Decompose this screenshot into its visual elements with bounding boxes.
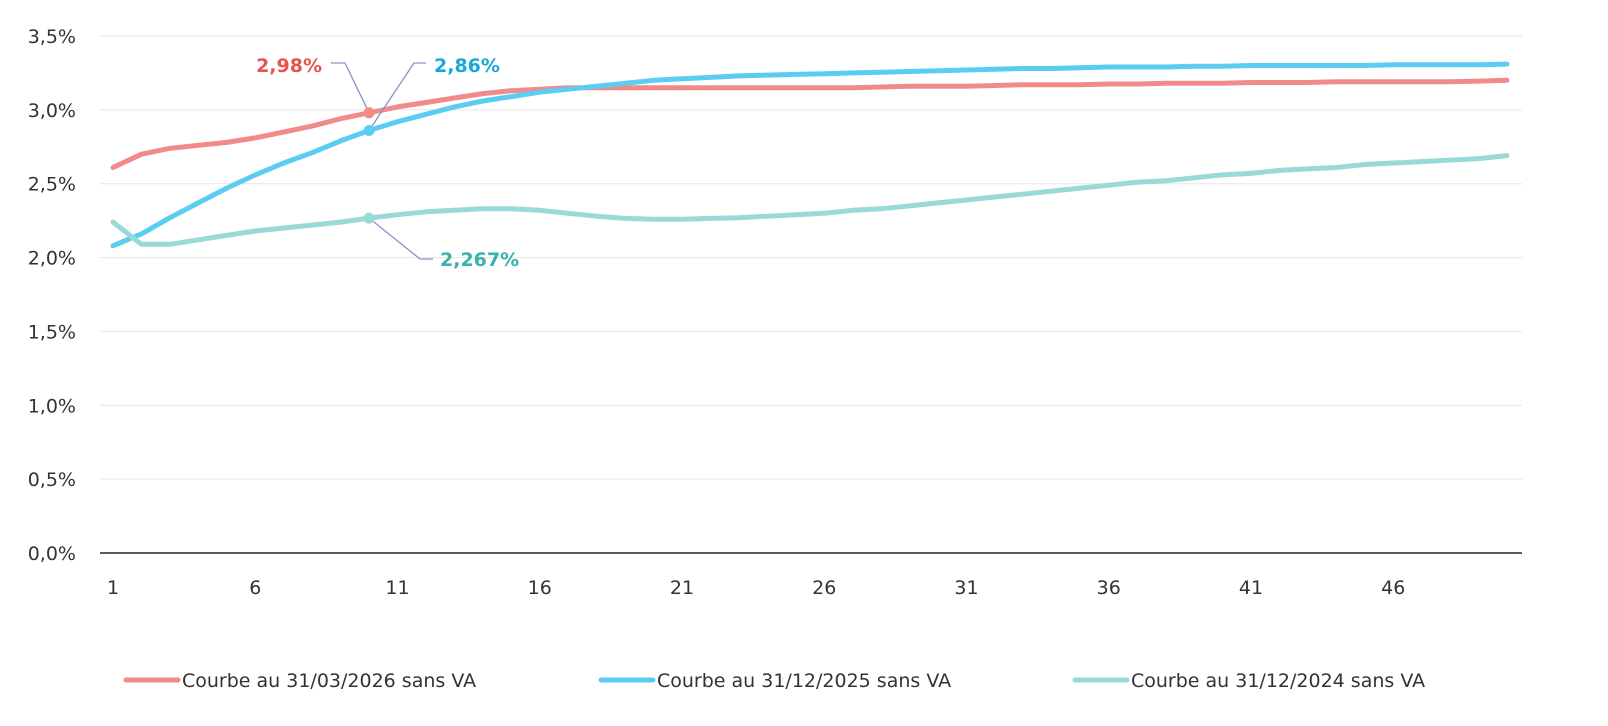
- x-tick-label: 41: [1239, 577, 1263, 599]
- legend-label: Courbe au 31/03/2026 sans VA: [182, 670, 476, 692]
- y-tick-label: 3,0%: [28, 100, 76, 122]
- series-lines: [110, 61, 1510, 249]
- legend-label: Courbe au 31/12/2024 sans VA: [1131, 670, 1425, 692]
- y-tick-label: 2,0%: [28, 248, 76, 270]
- annotation-label: 2,86%: [434, 55, 500, 77]
- annotation-marker: [363, 125, 375, 137]
- series-line-0: [110, 77, 1510, 170]
- annotations: 2,98% 2,86% 2,267%: [256, 55, 519, 271]
- legend: Courbe au 31/03/2026 sans VA Courbe au 31…: [123, 670, 1425, 692]
- x-tick-label: 11: [385, 577, 409, 599]
- x-tick-label: 16: [528, 577, 552, 599]
- x-tick-label: 26: [812, 577, 836, 599]
- series-line-2: [110, 153, 1510, 247]
- y-tick-label: 2,5%: [28, 174, 76, 196]
- y-tick-label: 1,5%: [28, 321, 76, 343]
- y-tick-label: 0,5%: [28, 469, 76, 491]
- annotation-label: 2,98%: [256, 55, 322, 77]
- annotation-marker: [363, 212, 375, 224]
- x-tick-label: 31: [954, 577, 978, 599]
- axes: 0,0%0,5%1,0%1,5%2,0%2,5%3,0%3,5%1 6 11 16 21…: [28, 26, 1522, 599]
- grid-lines: [100, 35, 1522, 480]
- annotation-leader-line: [331, 62, 370, 114]
- y-tick-label: 3,5%: [28, 26, 76, 48]
- annotation-leader-line: [368, 62, 426, 131]
- x-tick-label: 6: [249, 577, 261, 599]
- series-line-1: [110, 61, 1510, 249]
- x-tick-label: 46: [1381, 577, 1405, 599]
- legend-label: Courbe au 31/12/2025 sans VA: [657, 670, 951, 692]
- annotation-label: 2,267%: [440, 249, 519, 271]
- y-tick-label: 0,0%: [28, 543, 76, 565]
- y-tick-label: 1,0%: [28, 395, 76, 417]
- x-tick-label: 21: [670, 577, 694, 599]
- x-tick-label: 36: [1097, 577, 1121, 599]
- annotation-leader-line: [368, 217, 433, 260]
- x-tick-label: 1: [107, 577, 119, 599]
- annotation-marker: [363, 107, 375, 119]
